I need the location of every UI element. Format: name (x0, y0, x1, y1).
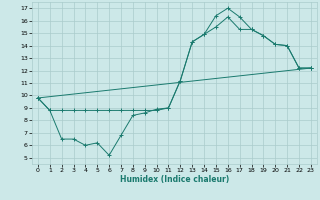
X-axis label: Humidex (Indice chaleur): Humidex (Indice chaleur) (120, 175, 229, 184)
